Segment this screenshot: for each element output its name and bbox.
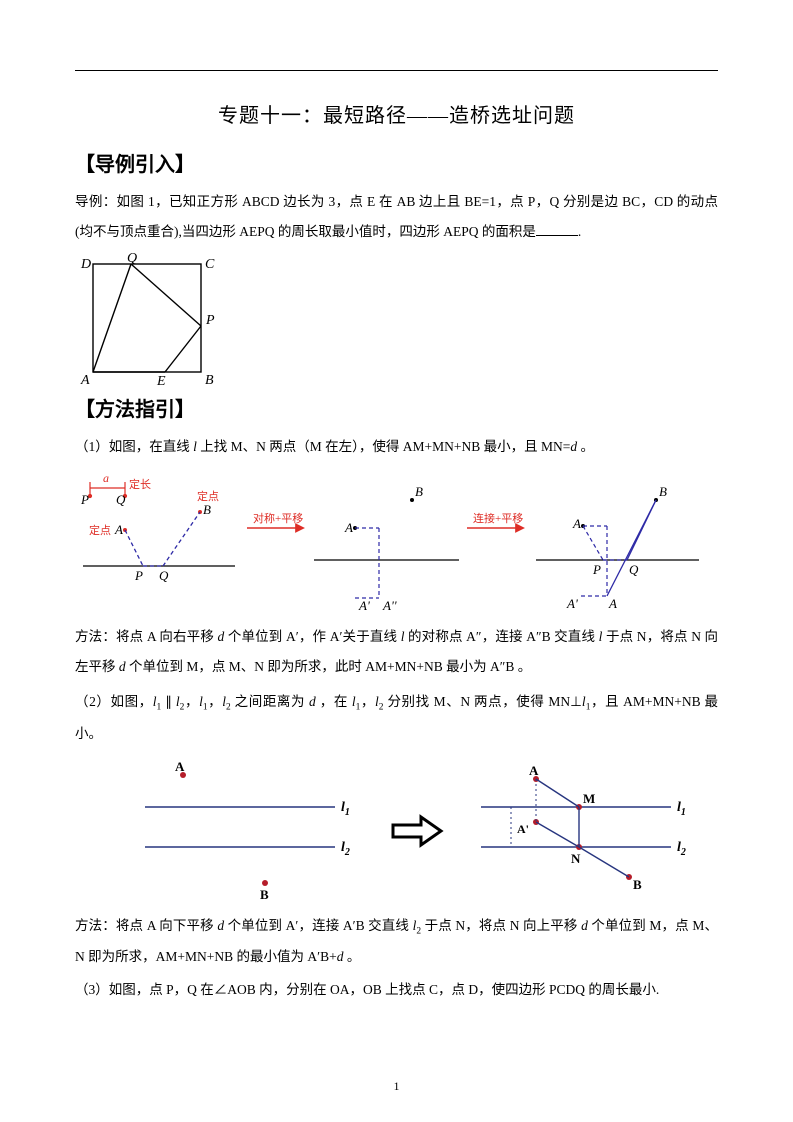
m1-sb: 上找 M、N 两点（M 在左），使得 AM+MN+NB 最小，且 MN=: [197, 439, 570, 454]
m1p1-Pt: P: [80, 492, 89, 507]
it-d4: d: [309, 694, 316, 709]
m2s-b: ，: [184, 694, 199, 709]
m1p1-Qt: Q: [116, 492, 126, 507]
svg-text:l1: l1: [341, 800, 350, 818]
lbl-E: E: [156, 374, 166, 387]
m1p1-A: A: [114, 522, 123, 537]
m1p3-B: B: [659, 484, 667, 499]
rule-top: [75, 70, 718, 71]
figure-method1: a 定长 P Q 定点 A 定点 B P Q: [75, 468, 718, 618]
intro-problem: 导例：如图 1，已知正方形 ABCD 边长为 3，点 E 在 AB 边上且 BE…: [75, 187, 718, 246]
lbl-B: B: [205, 373, 214, 387]
m1p2-B: B: [415, 484, 423, 499]
lbl-D: D: [80, 257, 91, 272]
m1-arrow2: 连接+平移: [473, 512, 523, 525]
method2-stem: （2）如图，l1 ∥ l2，l1，l2 之间距离为 d ，在 l1，l2 分别找…: [75, 687, 718, 748]
m1-arrow1: 对称+平移: [253, 511, 303, 525]
m2l-l2s: 2: [344, 847, 350, 858]
m1so-a: 方法：将点 A 向右平移: [75, 629, 218, 644]
page-title: 专题十一：最短路径——造桥选址问题: [75, 99, 718, 128]
page-root: 专题十一：最短路径——造桥选址问题 【导例引入】 导例：如图 1，已知正方形 A…: [0, 0, 793, 1122]
m2so-a: 方法：将点 A 向下平移: [75, 918, 217, 933]
m1p1-B: B: [203, 502, 211, 517]
svg-square: D Q C P A E B: [75, 252, 225, 387]
m2s-d: ，在: [316, 694, 352, 709]
m1p3-Ad: A': [566, 596, 578, 611]
method1-stem: （1）如图，在直线 l 上找 M、N 两点（M 在左），使得 AM+MN+NB …: [75, 432, 718, 462]
figure-method2: A l1 l2 B l1 l2 A: [75, 757, 718, 907]
svg-text:l1: l1: [677, 800, 686, 818]
svg-method2: A l1 l2 B l1 l2 A: [75, 757, 715, 907]
m2r-N: N: [571, 851, 581, 866]
method3-stem: （3）如图，点 P，Q 在∠AOB 内，分别在 OA，OB 上找点 C，点 D，…: [75, 978, 718, 1002]
m1p2-A: A: [344, 520, 353, 535]
it-d3: d: [119, 659, 126, 674]
m2s-a: （2）如图，: [75, 694, 153, 709]
m1p3-P: P: [592, 562, 601, 577]
m1-sa: （1）如图，在直线: [75, 439, 193, 454]
m1p3-A: A: [572, 516, 581, 531]
m1p1-dd2: 定点: [197, 489, 219, 503]
m1p1-P: P: [134, 568, 143, 583]
m2r-M: M: [583, 791, 595, 806]
m1so-b: 个单位到 A′，作 A′关于直线: [224, 629, 400, 644]
m1p3-Aund: A: [608, 596, 617, 611]
m2s-e: 分别找 M、N 两点，使得 MN⊥: [384, 694, 582, 709]
svg-text:l2: l2: [341, 840, 350, 858]
answer-blank: [536, 224, 578, 236]
figure-square: D Q C P A E B: [75, 252, 718, 387]
lbl-C: C: [205, 257, 215, 272]
lbl-Q: Q: [127, 252, 137, 266]
m2so-c: 于点 N，将点 N 向上平移: [421, 918, 581, 933]
m2l-l1s: 1: [345, 807, 350, 818]
section-method-head: 【方法指引】: [75, 393, 718, 422]
section-intro-head: 【导例引入】: [75, 148, 718, 177]
m1p2-Ad: A': [358, 598, 370, 613]
m2s-c: 之间距离为: [231, 694, 309, 709]
m2r-Ap: A': [517, 822, 529, 836]
m2r-A: A: [529, 763, 539, 778]
m1p1-dd: 定点: [89, 523, 111, 537]
m1so-c: 的对称点 A″，连接 A″B 交直线: [404, 629, 598, 644]
page-number: 1: [0, 1079, 793, 1094]
m1p2-Add: A'': [382, 598, 397, 613]
m1p3-Q: Q: [629, 562, 639, 577]
intro-problem-text: 导例：如图 1，已知正方形 ABCD 边长为 3，点 E 在 AB 边上且 BE…: [75, 194, 718, 239]
m2so-b: 个单位到 A′，连接 A′B 交直线: [224, 918, 413, 933]
m1p1-dc: 定长: [129, 477, 151, 491]
lbl-A: A: [80, 373, 90, 387]
svg-text:l2: l2: [677, 840, 686, 858]
m1p1-Q: Q: [159, 568, 169, 583]
m2so-e: 。: [343, 949, 360, 964]
m2l-B: B: [260, 887, 269, 902]
m2r-l2s: 2: [680, 847, 686, 858]
svg-method1: a 定长 P Q 定点 A 定点 B P Q: [75, 468, 715, 618]
m1so-e: 个单位到 M，点 M、N 即为所求，此时 AM+MN+NB 最小为 A″B 。: [126, 659, 532, 674]
method2-solution: 方法：将点 A 向下平移 d 个单位到 A′，连接 A′B 交直线 l2 于点 …: [75, 911, 718, 972]
m1p1-a: a: [103, 471, 109, 485]
m1-sc: 。: [577, 439, 594, 454]
m2l-A: A: [175, 759, 185, 774]
method1-solution: 方法：将点 A 向右平移 d 个单位到 A′，作 A′关于直线 l 的对称点 A…: [75, 622, 718, 681]
arrow-icon: [393, 817, 441, 845]
m2r-l1s: 1: [681, 807, 686, 818]
m2r-B: B: [633, 877, 642, 892]
lbl-P: P: [205, 313, 215, 328]
it-d6: d: [581, 918, 588, 933]
